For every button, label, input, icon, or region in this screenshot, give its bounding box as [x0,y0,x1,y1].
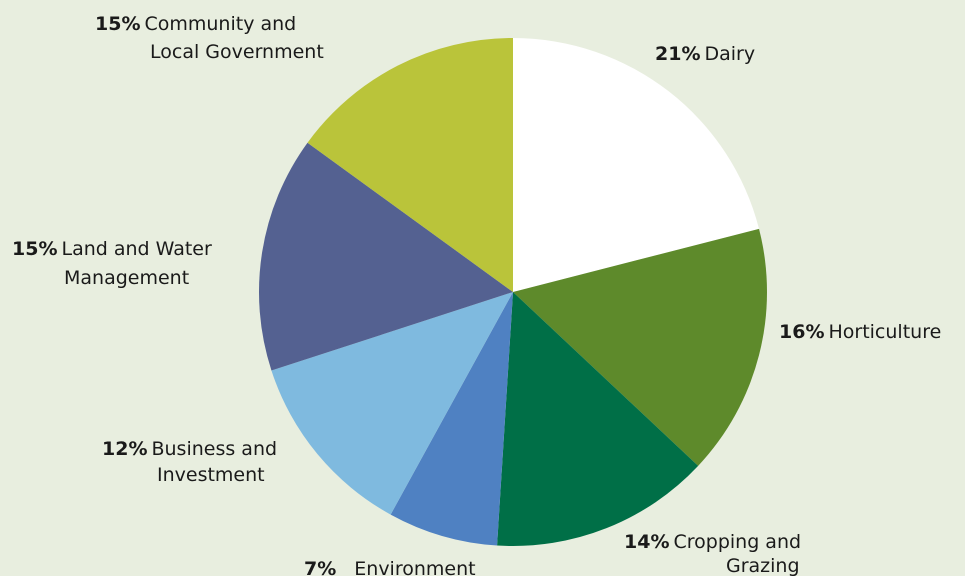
slice-label-line: Investment [157,464,265,486]
slice-label-business-and-investment: 12% Business and Investment [102,438,277,486]
slice-label-land-and-water-management: 15% Land and Water Management [12,238,212,289]
slice-percent: 12% [102,438,147,460]
slice-percent: 15% [95,13,140,35]
slice-label-line: Cropping and [673,531,801,553]
pie-slices [259,38,767,546]
slice-percent: 7% [304,558,336,576]
slice-label-line: Environment [354,558,475,576]
slice-label-line: Local Government [150,41,324,63]
slice-label-environment: 7% Environment [304,558,476,576]
slice-label-line: Land and Water [61,238,212,260]
slice-label-line: Horticulture [828,321,941,343]
slice-label-line: Management [64,267,189,289]
slice-label-line: Community and [144,13,296,35]
slice-label-line: Dairy [704,43,755,65]
slice-label-horticulture: 16% Horticulture [779,321,941,343]
slice-label-line: Grazing [726,555,800,576]
slice-percent: 21% [655,43,700,65]
slice-label-dairy: 21% Dairy [655,43,755,65]
slice-percent: 16% [779,321,824,343]
slice-label-line: Business and [151,438,277,460]
slice-percent: 14% [624,531,669,553]
slice-percent: 15% [12,238,57,260]
slice-label-cropping-and-grazing: 14% Cropping and Grazing [624,531,801,576]
slice-label-community-and-local-government: 15% Community and Local Government [95,13,324,63]
